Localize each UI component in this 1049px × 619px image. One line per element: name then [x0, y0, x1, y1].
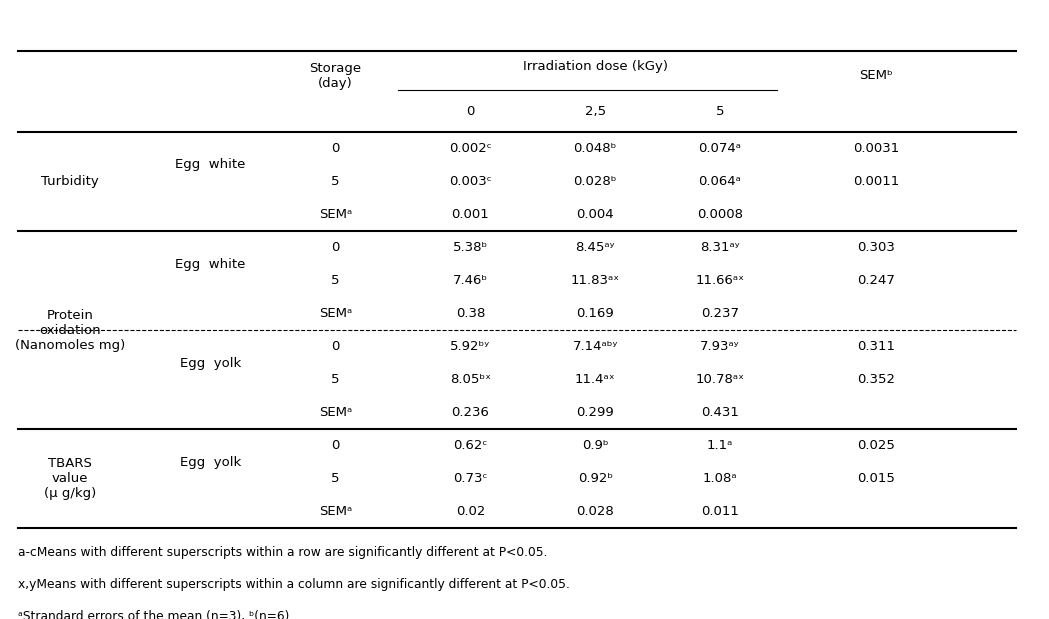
Text: 8.05ᵇˣ: 8.05ᵇˣ: [450, 373, 491, 386]
Text: 0.003ᶜ: 0.003ᶜ: [449, 175, 492, 188]
Text: 0.62ᶜ: 0.62ᶜ: [453, 439, 488, 452]
Text: 0.169: 0.169: [576, 307, 614, 320]
Text: 0.048ᵇ: 0.048ᵇ: [574, 142, 617, 155]
Text: 0.311: 0.311: [857, 340, 895, 353]
Text: 0.064ᵃ: 0.064ᵃ: [699, 175, 742, 188]
Text: Irradiation dose (kGy): Irradiation dose (kGy): [522, 60, 668, 73]
Text: 0.001: 0.001: [452, 208, 489, 221]
Text: 10.78ᵃˣ: 10.78ᵃˣ: [695, 373, 745, 386]
Text: 5.92ᵇʸ: 5.92ᵇʸ: [450, 340, 491, 353]
Text: 0.247: 0.247: [857, 274, 895, 287]
Text: 11.66ᵃˣ: 11.66ᵃˣ: [695, 274, 745, 287]
Text: Egg  yolk: Egg yolk: [179, 456, 241, 469]
Text: 0.028: 0.028: [576, 506, 614, 519]
Text: 0.38: 0.38: [456, 307, 486, 320]
Text: 8.31ᵃʸ: 8.31ᵃʸ: [701, 241, 740, 254]
Text: TBARS
value
(μ g/kg): TBARS value (μ g/kg): [44, 457, 97, 500]
Text: 0: 0: [467, 105, 474, 118]
Text: SEMᵃ: SEMᵃ: [319, 307, 351, 320]
Text: 5.38ᵇ: 5.38ᵇ: [453, 241, 488, 254]
Text: 0.0031: 0.0031: [853, 142, 899, 155]
Text: SEMᵇ: SEMᵇ: [859, 69, 893, 82]
Text: 11.4ᵃˣ: 11.4ᵃˣ: [575, 373, 616, 386]
Text: 0.237: 0.237: [701, 307, 740, 320]
Text: 0.303: 0.303: [857, 241, 895, 254]
Text: 7.14ᵃᵇʸ: 7.14ᵃᵇʸ: [573, 340, 618, 353]
Text: Protein
oxidation
(Nanomoles mg): Protein oxidation (Nanomoles mg): [15, 309, 125, 352]
Text: 0.0008: 0.0008: [697, 208, 743, 221]
Text: 1.08ᵃ: 1.08ᵃ: [703, 472, 737, 485]
Text: 0.028ᵇ: 0.028ᵇ: [574, 175, 617, 188]
Text: 1.1ᵃ: 1.1ᵃ: [707, 439, 733, 452]
Text: x,yMeans with different superscripts within a column are significantly different: x,yMeans with different superscripts wit…: [18, 578, 570, 591]
Text: Turbidity: Turbidity: [41, 175, 99, 188]
Text: 5: 5: [715, 105, 724, 118]
Text: 0.074ᵃ: 0.074ᵃ: [699, 142, 742, 155]
Text: SEMᵃ: SEMᵃ: [319, 406, 351, 419]
Text: 7.93ᵃʸ: 7.93ᵃʸ: [701, 340, 740, 353]
Text: 0.431: 0.431: [701, 406, 738, 419]
Text: Egg  white: Egg white: [175, 258, 245, 271]
Text: 0: 0: [331, 439, 340, 452]
Text: 0.92ᵇ: 0.92ᵇ: [578, 472, 613, 485]
Text: 0.236: 0.236: [451, 406, 490, 419]
Text: 0.9ᵇ: 0.9ᵇ: [582, 439, 608, 452]
Text: 0.025: 0.025: [857, 439, 895, 452]
Text: 0: 0: [331, 340, 340, 353]
Text: 0.004: 0.004: [577, 208, 614, 221]
Text: 5: 5: [331, 175, 340, 188]
Text: 8.45ᵃʸ: 8.45ᵃʸ: [576, 241, 615, 254]
Text: 0: 0: [331, 142, 340, 155]
Text: SEMᵃ: SEMᵃ: [319, 506, 351, 519]
Text: 0.299: 0.299: [576, 406, 614, 419]
Text: Storage
(day): Storage (day): [309, 62, 361, 90]
Text: 5: 5: [331, 373, 340, 386]
Text: 0.73ᶜ: 0.73ᶜ: [453, 472, 488, 485]
Text: 2,5: 2,5: [584, 105, 606, 118]
Text: ᵃStrandard errors of the mean (n=3), ᵇ(n=6): ᵃStrandard errors of the mean (n=3), ᵇ(n…: [18, 610, 290, 619]
Text: 0.011: 0.011: [701, 506, 738, 519]
Text: 0: 0: [331, 241, 340, 254]
Text: a-cMeans with different superscripts within a row are significantly different at: a-cMeans with different superscripts wit…: [18, 546, 548, 559]
Text: 7.46ᵇ: 7.46ᵇ: [453, 274, 488, 287]
Text: 5: 5: [331, 274, 340, 287]
Text: 11.83ᵃˣ: 11.83ᵃˣ: [571, 274, 620, 287]
Text: 5: 5: [331, 472, 340, 485]
Text: 0.352: 0.352: [857, 373, 895, 386]
Text: 0.002ᶜ: 0.002ᶜ: [449, 142, 492, 155]
Text: 0.02: 0.02: [456, 506, 486, 519]
Text: Egg  yolk: Egg yolk: [179, 357, 241, 370]
Text: SEMᵃ: SEMᵃ: [319, 208, 351, 221]
Text: 0.015: 0.015: [857, 472, 895, 485]
Text: Egg  white: Egg white: [175, 158, 245, 171]
Text: 0.0011: 0.0011: [853, 175, 899, 188]
